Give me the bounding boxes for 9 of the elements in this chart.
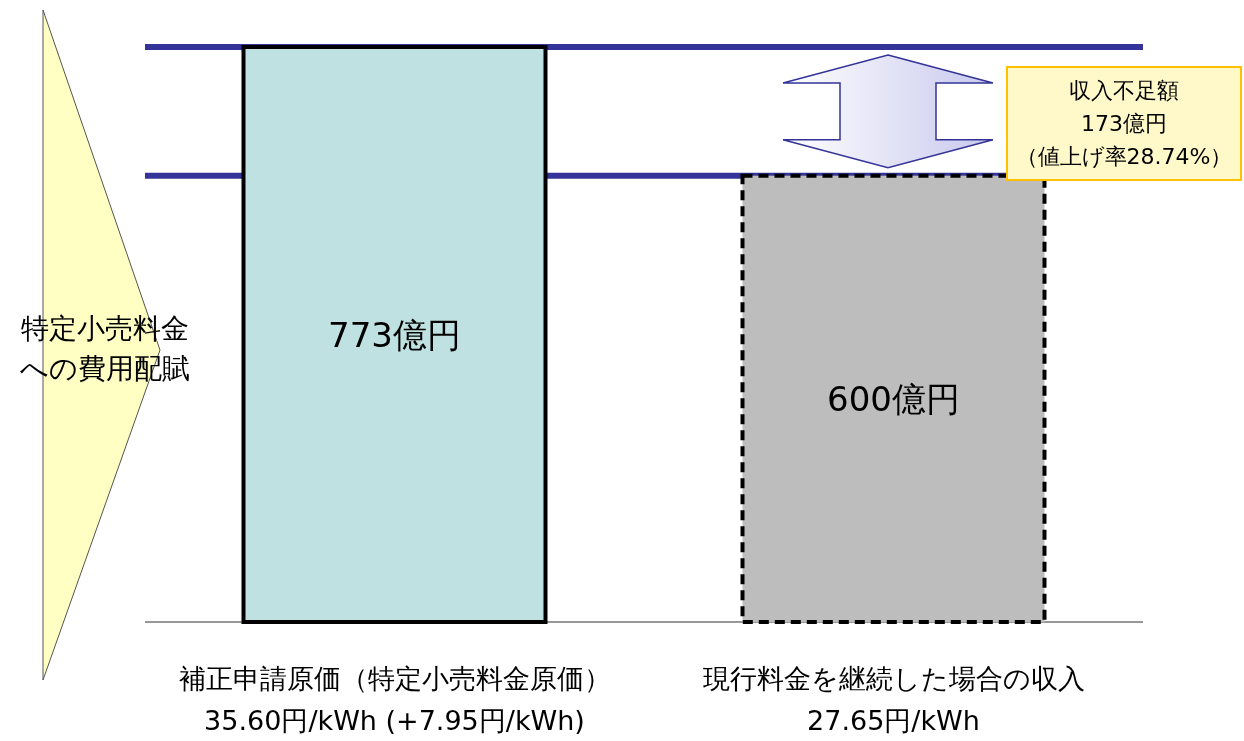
x-tick-label: 補正申請原価（特定小売料金原価） 35.60円/kWh (+7.95円/kWh) (178, 663, 611, 736)
annotation: 173億円 (1081, 111, 1167, 136)
data-label: 773億円 (328, 314, 461, 355)
annotation: 収入不足額 (1069, 78, 1179, 103)
annotation: への費用配賦 (20, 352, 190, 385)
annotation: 特定小売料金 (21, 312, 189, 345)
data-label: 600億円 (827, 378, 960, 419)
x-tick-label: 現行料金を継続した場合の収入 27.65円/kWh (702, 663, 1085, 736)
annotation: （値上げ率28.74%） (1015, 144, 1233, 169)
